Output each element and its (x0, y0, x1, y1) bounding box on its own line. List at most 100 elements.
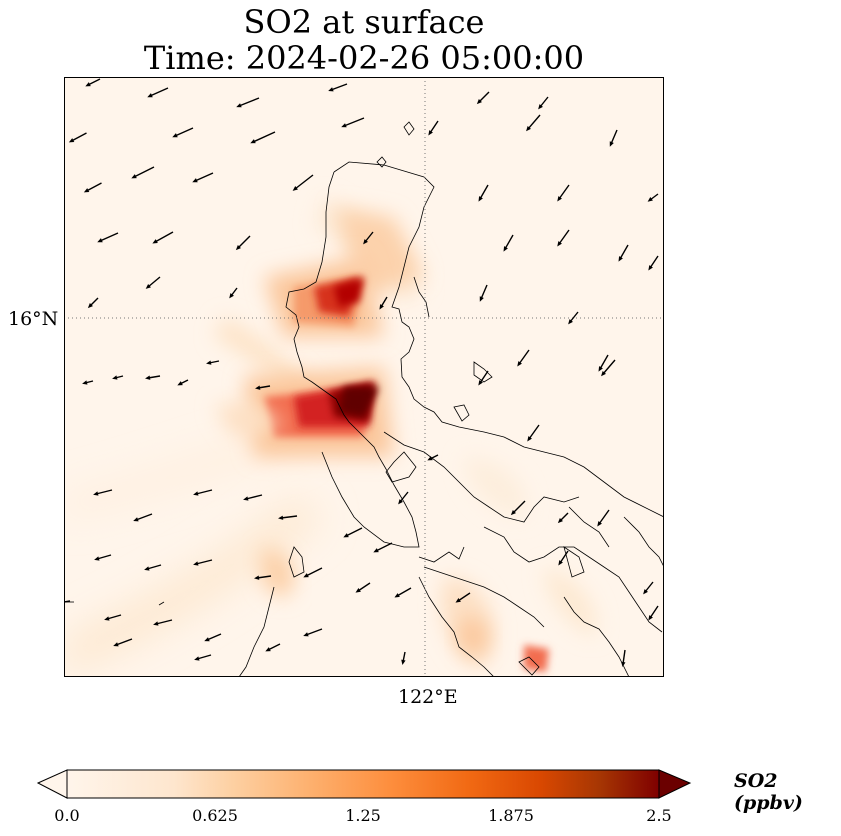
wind-arrow-shaft (256, 575, 272, 579)
colorbar-gradient (66, 769, 660, 799)
wind-arrow-head (193, 561, 199, 566)
wind-arrow-shaft (619, 244, 629, 260)
wind-arrow-head (455, 598, 461, 603)
wind-arrow-shaft (527, 114, 541, 130)
wind-arrow-shaft (644, 581, 654, 593)
so2-field (64, 197, 597, 677)
gridlines (64, 77, 664, 677)
wind-arrow-head (83, 188, 90, 193)
wind-arrow-shaft (195, 559, 213, 565)
wind-arrow-shaft (245, 494, 263, 500)
wind-arrow-shaft (305, 628, 323, 636)
wind-arrow-head (133, 517, 139, 522)
wind-arrow-shaft (528, 424, 540, 440)
wind-arrow-shaft (196, 654, 212, 660)
wind-arrow-shaft (206, 633, 222, 641)
wind-arrow-head (476, 99, 482, 105)
wind-arrow-shaft (569, 311, 579, 323)
wind-arrow-shaft (154, 231, 174, 243)
colorbar-extend-min (36, 769, 68, 799)
wind-arrow-head (538, 104, 543, 110)
wind-arrow-head (527, 436, 532, 442)
wind-arrow-head (87, 303, 93, 309)
wind-arrow-shaft (280, 515, 298, 519)
wind-arrow-head (194, 656, 200, 661)
wind-arrow-shaft (237, 235, 251, 249)
wind-arrow-shaft (345, 527, 363, 537)
wind-arrow-head (152, 239, 158, 244)
wind-arrow-head (343, 533, 349, 538)
wind-arrow-head (255, 385, 261, 390)
colorbar (36, 769, 692, 799)
wind-arrow-head (206, 360, 212, 365)
wind-arrow-head (557, 196, 562, 202)
wind-arrow-shaft (622, 649, 626, 665)
wind-arrow-head (355, 588, 361, 593)
wind-arrow-head (363, 239, 368, 245)
wind-arrow-head (278, 515, 284, 520)
wind-arrow-shaft (195, 489, 213, 495)
so2-map (64, 77, 664, 677)
wind-arrow-shaft (357, 582, 371, 592)
wind-arrow-head (193, 491, 199, 496)
wind-arrow-shaft (649, 605, 659, 619)
wind-arrow-head (558, 560, 563, 566)
wind-arrow-head (303, 573, 309, 578)
wind-arrow-shaft (518, 349, 530, 365)
wind-arrow-head (328, 87, 334, 92)
wind-arrow-head (153, 621, 159, 626)
wind-arrow-shaft (330, 83, 348, 91)
map-time: Time: 2024-02-26 05:00:00 (143, 39, 585, 77)
colorbar-tick-3: 1.875 (488, 806, 534, 825)
wind-arrow-shaft (106, 614, 122, 620)
wind-arrow-head (177, 381, 183, 386)
wind-arrow-shaft (457, 592, 471, 602)
wind-arrow-shaft (96, 554, 112, 560)
wind-vectors (64, 78, 659, 667)
wind-arrow-shaft (71, 132, 87, 142)
wind-arrow-shaft (305, 567, 323, 577)
wind-arrow-head (82, 380, 88, 385)
wind-arrow-head (204, 637, 210, 642)
wind-arrow-shaft (558, 229, 570, 245)
wind-arrow-shaft (602, 359, 616, 375)
wind-arrow-head (97, 238, 103, 243)
wind-arrow-shaft (87, 78, 101, 86)
wind-arrow-head (292, 186, 298, 191)
wind-arrow-head (526, 126, 531, 132)
wind-arrow-head (478, 196, 483, 202)
wind-arrow-shaft (252, 131, 276, 143)
wind-arrow-head (341, 123, 347, 128)
wind-arrow-shaft (194, 172, 214, 182)
wind-arrow-shaft (238, 97, 260, 107)
wind-arrow-head (648, 265, 653, 271)
wind-arrow-head (598, 366, 603, 372)
wind-arrow-shaft (115, 638, 133, 646)
wind-arrow-shaft (133, 166, 155, 178)
wind-arrow-head (379, 304, 384, 310)
wind-arrow-shaft (147, 276, 161, 288)
wind-arrow-shaft (480, 284, 488, 300)
wind-arrow-shaft (135, 513, 153, 521)
wind-arrow-shaft (147, 375, 161, 379)
wind-arrow-head (235, 245, 241, 251)
wind-arrow-shaft (364, 231, 374, 243)
wind-arrow-head (236, 103, 242, 108)
wind-arrow-shaft (294, 174, 314, 190)
wind-arrow-head (144, 566, 150, 571)
wind-arrow-head (113, 642, 119, 647)
wind-arrow-shaft (512, 500, 526, 514)
wind-arrow-head (428, 130, 433, 136)
wind-arrow-shaft (599, 354, 609, 370)
wind-arrow-head (172, 133, 178, 138)
wind-arrow-shaft (64, 600, 71, 603)
map-frame (64, 77, 664, 677)
wind-arrow-head (427, 456, 433, 461)
lon-tick-label: 122°E (398, 686, 458, 708)
colorbar-tick-4: 2.5 (646, 806, 672, 825)
wind-arrow-head (557, 241, 562, 247)
wind-arrow-head (303, 632, 309, 637)
wind-arrow-head (479, 296, 484, 302)
wind-arrow-head (131, 174, 137, 179)
wind-arrow-head (510, 510, 516, 516)
